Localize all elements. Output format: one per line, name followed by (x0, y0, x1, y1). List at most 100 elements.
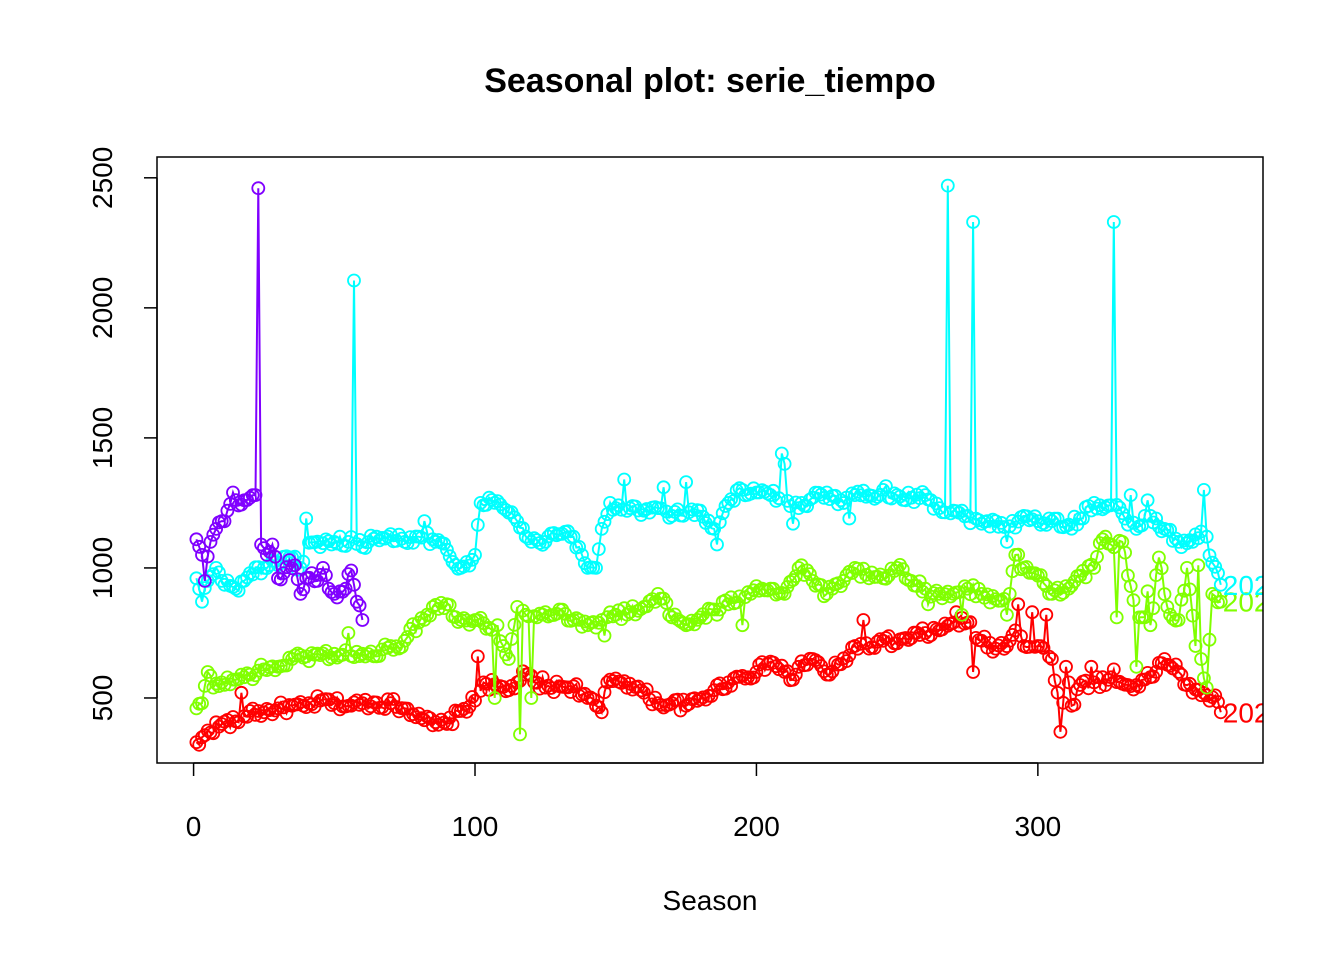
data-point (341, 626, 356, 640)
x-tick-label: 0 (186, 811, 202, 842)
data-point (662, 608, 677, 622)
data-point (1042, 649, 1056, 664)
data-point (749, 665, 764, 679)
data-point (721, 597, 736, 612)
data-point (507, 510, 522, 525)
data-point (1174, 592, 1189, 607)
data-point (921, 597, 935, 612)
data-point (341, 567, 356, 581)
data-point (1213, 577, 1228, 592)
data-point (856, 613, 871, 627)
data-point (1067, 697, 1082, 712)
data-point (715, 506, 730, 521)
data-point (1053, 724, 1068, 739)
data-point (1180, 536, 1194, 551)
data-point (352, 649, 367, 663)
data-point (386, 692, 401, 706)
data-point (279, 560, 294, 575)
data-point (1149, 511, 1163, 526)
data-point (251, 181, 266, 196)
data-point (439, 717, 454, 731)
data-point (1168, 657, 1183, 672)
data-point (1154, 561, 1169, 576)
series-end-label: 2021 (1223, 697, 1285, 728)
data-point (803, 567, 817, 581)
series-end-label: 2022 (1223, 587, 1285, 618)
data-point (693, 610, 708, 625)
data-point (372, 533, 387, 548)
y-tick-label: 1000 (87, 537, 118, 599)
data-point (1199, 529, 1214, 544)
data-point (822, 667, 837, 682)
data-point (679, 475, 693, 490)
data-point (1171, 613, 1186, 627)
data-point (347, 577, 361, 592)
data-point (482, 620, 497, 635)
data-point (490, 618, 505, 633)
data-point (1126, 593, 1141, 608)
plot-frame (156, 156, 1264, 764)
data-point (234, 667, 249, 682)
data-point (394, 640, 409, 654)
data-point (209, 676, 224, 691)
data-point (684, 613, 699, 628)
data-point (313, 568, 328, 582)
data-point (575, 548, 589, 562)
data-point (1005, 514, 1020, 528)
data-point (211, 565, 226, 580)
data-point (220, 503, 235, 518)
data-point (1177, 533, 1192, 548)
data-point (1042, 511, 1056, 526)
data-point (966, 215, 980, 229)
data-point (1143, 618, 1158, 633)
data-point (1028, 566, 1042, 581)
data-point (1174, 667, 1189, 682)
data-point (1000, 607, 1014, 622)
x-tick-label: 200 (733, 811, 780, 842)
data-point (831, 497, 845, 512)
data-point (710, 537, 724, 552)
data-point (589, 561, 603, 575)
data-point (1033, 568, 1048, 582)
data-point (879, 571, 893, 586)
data-point (192, 539, 207, 554)
series-3 (189, 181, 370, 627)
data-point (1202, 632, 1217, 647)
data-point (656, 480, 671, 495)
data-point (335, 584, 350, 599)
data-point (1106, 662, 1121, 677)
data-point (248, 708, 263, 722)
data-point (591, 542, 606, 556)
data-point (439, 542, 454, 557)
series-2 (189, 178, 1228, 609)
data-point (287, 558, 302, 573)
data-point (577, 614, 592, 629)
data-point (1033, 639, 1048, 653)
series-layer (189, 178, 1228, 752)
data-point (386, 643, 401, 657)
data-point (1185, 608, 1200, 623)
data-point (735, 618, 750, 633)
data-point (955, 607, 969, 622)
data-point (423, 608, 437, 623)
data-point (971, 513, 986, 528)
y-tick-label: 2000 (87, 277, 118, 339)
data-point (1171, 665, 1186, 679)
series-1 (189, 529, 1228, 742)
data-point (470, 649, 485, 664)
series-line (195, 604, 1222, 747)
data-point (1194, 652, 1208, 666)
data-point (408, 624, 423, 639)
data-point (406, 707, 421, 721)
data-point (203, 535, 218, 549)
data-point (1123, 488, 1138, 503)
data-point (1118, 545, 1132, 560)
data-point (634, 683, 648, 698)
data-point (1104, 498, 1118, 513)
data-point (1025, 605, 1040, 620)
data-point (347, 273, 361, 288)
data-point (1047, 673, 1062, 688)
data-point (1084, 659, 1099, 674)
data-point (195, 594, 209, 609)
